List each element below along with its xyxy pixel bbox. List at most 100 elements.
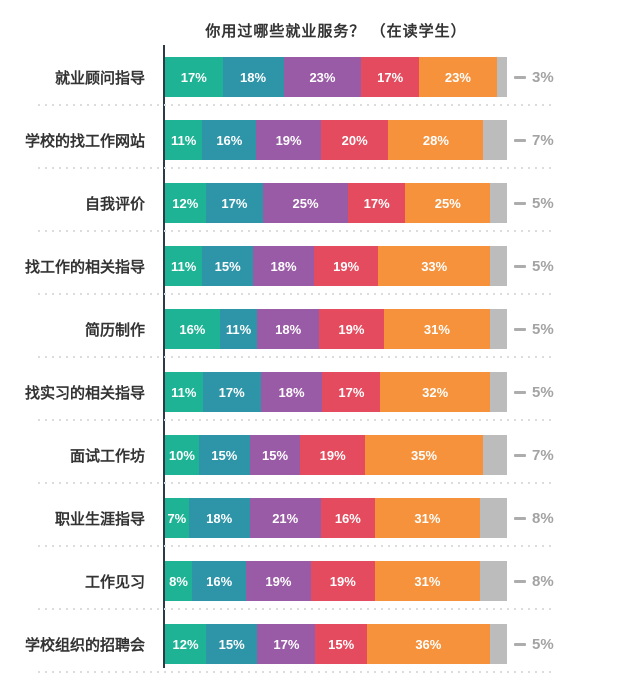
bar-segment: 11% <box>165 120 203 160</box>
bar-remainder-segment <box>483 435 508 475</box>
row-separator <box>0 230 644 246</box>
bar-segment: 17% <box>347 183 406 223</box>
category-label: 学校的找工作网站 <box>24 132 145 150</box>
bar-segment: 18% <box>222 57 284 97</box>
stacked-bar: 16% 11% 18% 19% 31% <box>165 309 507 349</box>
bar-segment: 20% <box>320 120 389 160</box>
bar-segment: 16% <box>165 309 220 349</box>
bar-segment: 11% <box>165 246 203 286</box>
bar-segment: 16% <box>320 498 375 538</box>
bar-segment: 15% <box>206 624 258 664</box>
bar-segment: 23% <box>418 57 497 97</box>
remainder-tick <box>514 138 526 142</box>
remainder-label: 5% <box>532 383 554 401</box>
row-separator <box>0 293 644 309</box>
remainder-label: 5% <box>532 635 554 653</box>
bar-remainder-segment <box>496 57 507 97</box>
remainder-label: 3% <box>532 68 554 86</box>
bar-remainder-segment <box>490 183 508 223</box>
bar-segment: 31% <box>383 309 490 349</box>
row-separator <box>0 104 644 120</box>
bar-remainder-segment <box>479 561 508 601</box>
bar-segment: 28% <box>388 120 484 160</box>
remainder-tick <box>514 579 526 583</box>
bar-segment: 15% <box>249 435 301 475</box>
bar-segment: 25% <box>263 183 348 223</box>
bar-row: 简历制作 16% 11% 18% 19% 31% 5% <box>0 309 644 349</box>
remainder-label: 8% <box>532 572 554 590</box>
row-separator <box>0 356 644 372</box>
remainder-tick <box>514 390 526 394</box>
remainder-tick <box>514 201 526 205</box>
bar-segment: 35% <box>364 435 484 475</box>
bar-segment: 19% <box>256 120 321 160</box>
remainder-label: 7% <box>532 446 554 464</box>
row-separator <box>0 419 644 435</box>
category-label: 自我评价 <box>84 195 145 213</box>
category-label: 面试工作坊 <box>69 447 145 465</box>
chart-rows: 就业顾问指导 17% 18% 23% 17% 23% 3% 学校的找工作网站 11% 16… <box>0 57 644 681</box>
row-separator <box>0 482 644 498</box>
row-separator <box>0 671 644 681</box>
bar-segment: 19% <box>246 561 311 601</box>
bar-segment: 18% <box>188 498 250 538</box>
bar-segment: 18% <box>260 372 323 412</box>
stacked-bar: 10% 15% 15% 19% 35% <box>165 435 508 475</box>
bar-segment: 17% <box>165 57 223 97</box>
bar-remainder-segment <box>479 498 507 538</box>
remainder-label: 5% <box>532 257 554 275</box>
bar-row: 学校的找工作网站 11% 16% 19% 20% 28% 7% <box>0 120 644 160</box>
bar-segment: 33% <box>378 246 491 286</box>
bar-segment: 17% <box>202 372 261 412</box>
row-separator <box>0 608 644 624</box>
bar-segment: 19% <box>318 309 384 349</box>
bar-segment: 18% <box>257 309 319 349</box>
category-label: 学校组织的招聘会 <box>24 636 145 654</box>
bar-remainder-segment <box>489 372 507 412</box>
bar-segment: 15% <box>315 624 367 664</box>
bar-row: 自我评价 12% 17% 25% 17% 25% 5% <box>0 183 644 223</box>
stacked-bar: 8% 16% 19% 19% 31% <box>165 561 508 601</box>
category-label: 职业生涯指导 <box>54 510 145 528</box>
stacked-bar: 12% 17% 25% 17% 25% <box>165 183 508 223</box>
stacked-bar: 17% 18% 23% 17% 23% <box>165 57 507 97</box>
bar-segment: 31% <box>374 498 480 538</box>
bar-segment: 11% <box>219 309 258 349</box>
bar-segment: 10% <box>165 435 199 475</box>
bar-segment: 17% <box>322 372 381 412</box>
bar-remainder-segment <box>489 624 507 664</box>
bar-remainder-segment <box>490 246 508 286</box>
row-separator <box>0 545 644 561</box>
bar-segment: 19% <box>314 246 379 286</box>
bar-row: 面试工作坊 10% 15% 15% 19% 35% 7% <box>0 435 644 475</box>
bar-segment: 23% <box>283 57 362 97</box>
bar-segment: 19% <box>300 435 365 475</box>
chart-title: 你用过哪些就业服务？ （在读学生） <box>205 23 467 40</box>
bar-segment: 18% <box>253 246 314 286</box>
remainder-label: 8% <box>532 509 554 527</box>
bar-segment: 17% <box>205 183 264 223</box>
remainder-tick <box>514 75 526 79</box>
category-label: 找工作的相关指导 <box>24 258 145 276</box>
remainder-tick <box>514 453 526 457</box>
bar-row: 职业生涯指导 7% 18% 21% 16% 31% 8% <box>0 498 644 538</box>
bar-segment: 36% <box>366 624 490 664</box>
bar-segment: 17% <box>361 57 419 97</box>
bar-segment: 11% <box>165 372 203 412</box>
bar-segment: 31% <box>374 561 480 601</box>
bar-segment: 25% <box>405 183 491 223</box>
bar-row: 工作见习 8% 16% 19% 19% 31% 8% <box>0 561 644 601</box>
stacked-bar: 7% 18% 21% 16% 31% <box>165 498 507 538</box>
remainder-tick <box>514 264 526 268</box>
stacked-bar: 11% 17% 18% 17% 32% <box>165 372 507 412</box>
remainder-label: 5% <box>532 194 554 212</box>
bar-segment: 32% <box>380 372 490 412</box>
remainder-tick <box>514 516 526 520</box>
bar-row: 找实习的相关指导 11% 17% 18% 17% 32% 5% <box>0 372 644 412</box>
bar-remainder-segment <box>489 309 507 349</box>
bar-segment: 8% <box>165 561 193 601</box>
category-label: 找实习的相关指导 <box>24 384 145 402</box>
category-label: 就业顾问指导 <box>54 69 145 87</box>
category-label: 工作见习 <box>84 573 145 591</box>
